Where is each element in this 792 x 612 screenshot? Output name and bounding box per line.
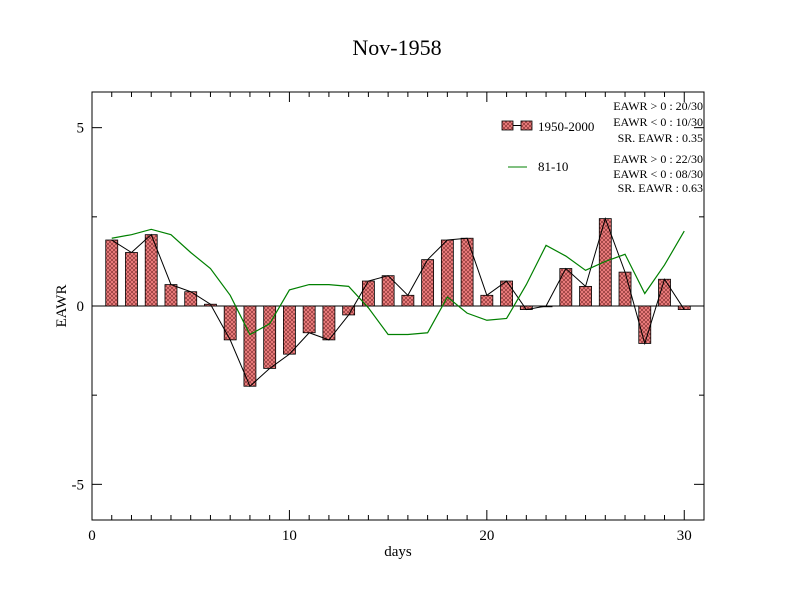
plot-area xyxy=(92,217,704,388)
x-tick-label: 0 xyxy=(88,528,96,544)
bar-day-14 xyxy=(361,280,375,307)
bar-day-19 xyxy=(460,237,474,307)
y-axis: -5 0 5 xyxy=(72,121,704,493)
stat-negative-1950-2000: EAWR < 0 : 10/30 xyxy=(613,115,703,129)
bar-day-7 xyxy=(223,305,237,341)
bar-day-24 xyxy=(559,268,573,307)
legend-bar-swatch-left xyxy=(501,120,514,131)
bar-day-2 xyxy=(125,252,138,307)
legend-bar-swatch-right xyxy=(520,120,533,131)
y-axis-label: EAWR xyxy=(54,285,70,328)
x-tick-label: 10 xyxy=(282,528,297,544)
legend-label-81-10: 81-10 xyxy=(538,159,568,174)
legend: 1950-2000 81-10 xyxy=(501,119,594,174)
bar-day-8 xyxy=(243,305,257,387)
bar-day-9 xyxy=(263,305,277,369)
legend-label-1950-2000: 1950-2000 xyxy=(538,119,594,134)
bar-day-21 xyxy=(500,280,513,307)
stat-positive-1950-2000: EAWR > 0 : 20/30 xyxy=(613,99,703,113)
bar-day-4 xyxy=(164,284,178,307)
bar-day-10 xyxy=(283,305,296,355)
bar-day-16 xyxy=(401,294,415,307)
bar-day-11 xyxy=(302,305,316,334)
stat-positive-81-10: EAWR > 0 : 22/30 xyxy=(613,152,703,166)
x-axis-label: days xyxy=(384,544,412,560)
line-81-10 xyxy=(111,228,685,336)
stats-block-81-10: EAWR > 0 : 22/30 EAWR < 0 : 08/30 SR. EA… xyxy=(613,152,703,195)
y-tick-label: 0 xyxy=(77,299,85,315)
x-tick-label: 30 xyxy=(677,528,692,544)
bar-day-18 xyxy=(440,239,454,307)
line-1950-2000 xyxy=(111,217,685,388)
y-tick-label: 5 xyxy=(77,121,85,137)
bar-day-1 xyxy=(105,239,119,307)
stat-sr-1950-2000: SR. EAWR : 0.35 xyxy=(618,131,703,145)
x-axis: 0 10 20 30 xyxy=(88,92,705,544)
chart-title: Nov-1958 xyxy=(352,35,441,60)
bar-day-20 xyxy=(480,294,494,307)
stat-sr-81-10: SR. EAWR : 0.63 xyxy=(618,181,703,195)
bar-day-28 xyxy=(638,305,652,344)
stats-block-1950-2000: EAWR > 0 : 20/30 EAWR < 0 : 10/30 SR. EA… xyxy=(613,99,703,145)
y-tick-label: -5 xyxy=(72,477,85,493)
stat-negative-81-10: EAWR < 0 : 08/30 xyxy=(613,167,703,181)
x-tick-label: 20 xyxy=(479,528,494,544)
bar-day-25 xyxy=(579,285,592,307)
